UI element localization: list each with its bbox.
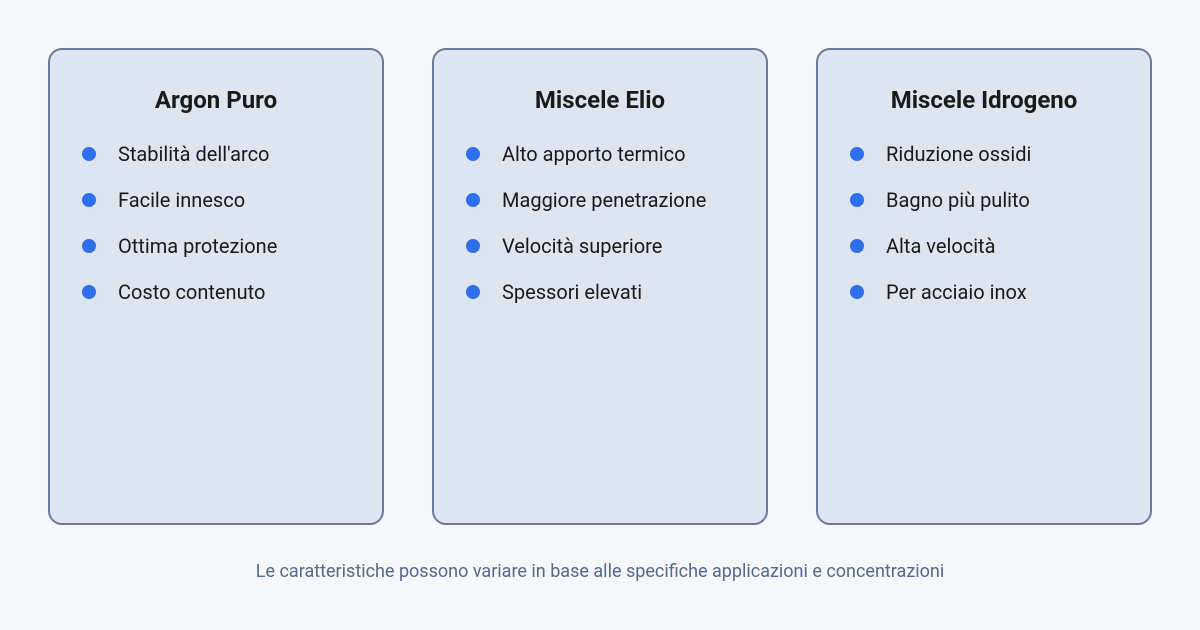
item-text: Costo contenuto xyxy=(118,280,265,304)
bullet-icon xyxy=(466,193,480,207)
item-text: Ottima protezione xyxy=(118,234,277,258)
item-text: Maggiore penetrazione xyxy=(502,188,706,212)
card-title: Miscele Elio xyxy=(466,86,734,114)
item-text: Alto apporto termico xyxy=(502,142,686,166)
item-text: Riduzione ossidi xyxy=(886,142,1031,166)
list-item: Stabilità dell'arco xyxy=(82,142,350,166)
item-text: Per acciaio inox xyxy=(886,280,1027,304)
bullet-icon xyxy=(82,193,96,207)
list-item: Per acciaio inox xyxy=(850,280,1118,304)
bullet-icon xyxy=(466,147,480,161)
item-text: Stabilità dell'arco xyxy=(118,142,269,166)
footer-note: Le caratteristiche possono variare in ba… xyxy=(48,561,1152,582)
card-list: Stabilità dell'arco Facile innesco Ottim… xyxy=(82,142,350,304)
bullet-icon xyxy=(82,147,96,161)
card-miscele-idrogeno: Miscele Idrogeno Riduzione ossidi Bagno … xyxy=(816,48,1152,525)
card-argon-puro: Argon Puro Stabilità dell'arco Facile in… xyxy=(48,48,384,525)
card-list: Alto apporto termico Maggiore penetrazio… xyxy=(466,142,734,304)
item-text: Bagno più pulito xyxy=(886,188,1030,212)
list-item: Riduzione ossidi xyxy=(850,142,1118,166)
item-text: Alta velocità xyxy=(886,234,995,258)
bullet-icon xyxy=(82,239,96,253)
bullet-icon xyxy=(850,285,864,299)
item-text: Spessori elevati xyxy=(502,280,642,304)
card-list: Riduzione ossidi Bagno più pulito Alta v… xyxy=(850,142,1118,304)
item-text: Velocità superiore xyxy=(502,234,662,258)
card-title: Argon Puro xyxy=(82,86,350,114)
list-item: Costo contenuto xyxy=(82,280,350,304)
card-title: Miscele Idrogeno xyxy=(850,86,1118,114)
list-item: Bagno più pulito xyxy=(850,188,1118,212)
list-item: Alta velocità xyxy=(850,234,1118,258)
list-item: Spessori elevati xyxy=(466,280,734,304)
item-text: Facile innesco xyxy=(118,188,245,212)
bullet-icon xyxy=(466,239,480,253)
bullet-icon xyxy=(850,239,864,253)
bullet-icon xyxy=(82,285,96,299)
list-item: Facile innesco xyxy=(82,188,350,212)
list-item: Maggiore penetrazione xyxy=(466,188,734,212)
cards-container: Argon Puro Stabilità dell'arco Facile in… xyxy=(48,48,1152,525)
card-miscele-elio: Miscele Elio Alto apporto termico Maggio… xyxy=(432,48,768,525)
list-item: Ottima protezione xyxy=(82,234,350,258)
bullet-icon xyxy=(466,285,480,299)
list-item: Alto apporto termico xyxy=(466,142,734,166)
bullet-icon xyxy=(850,147,864,161)
bullet-icon xyxy=(850,193,864,207)
list-item: Velocità superiore xyxy=(466,234,734,258)
